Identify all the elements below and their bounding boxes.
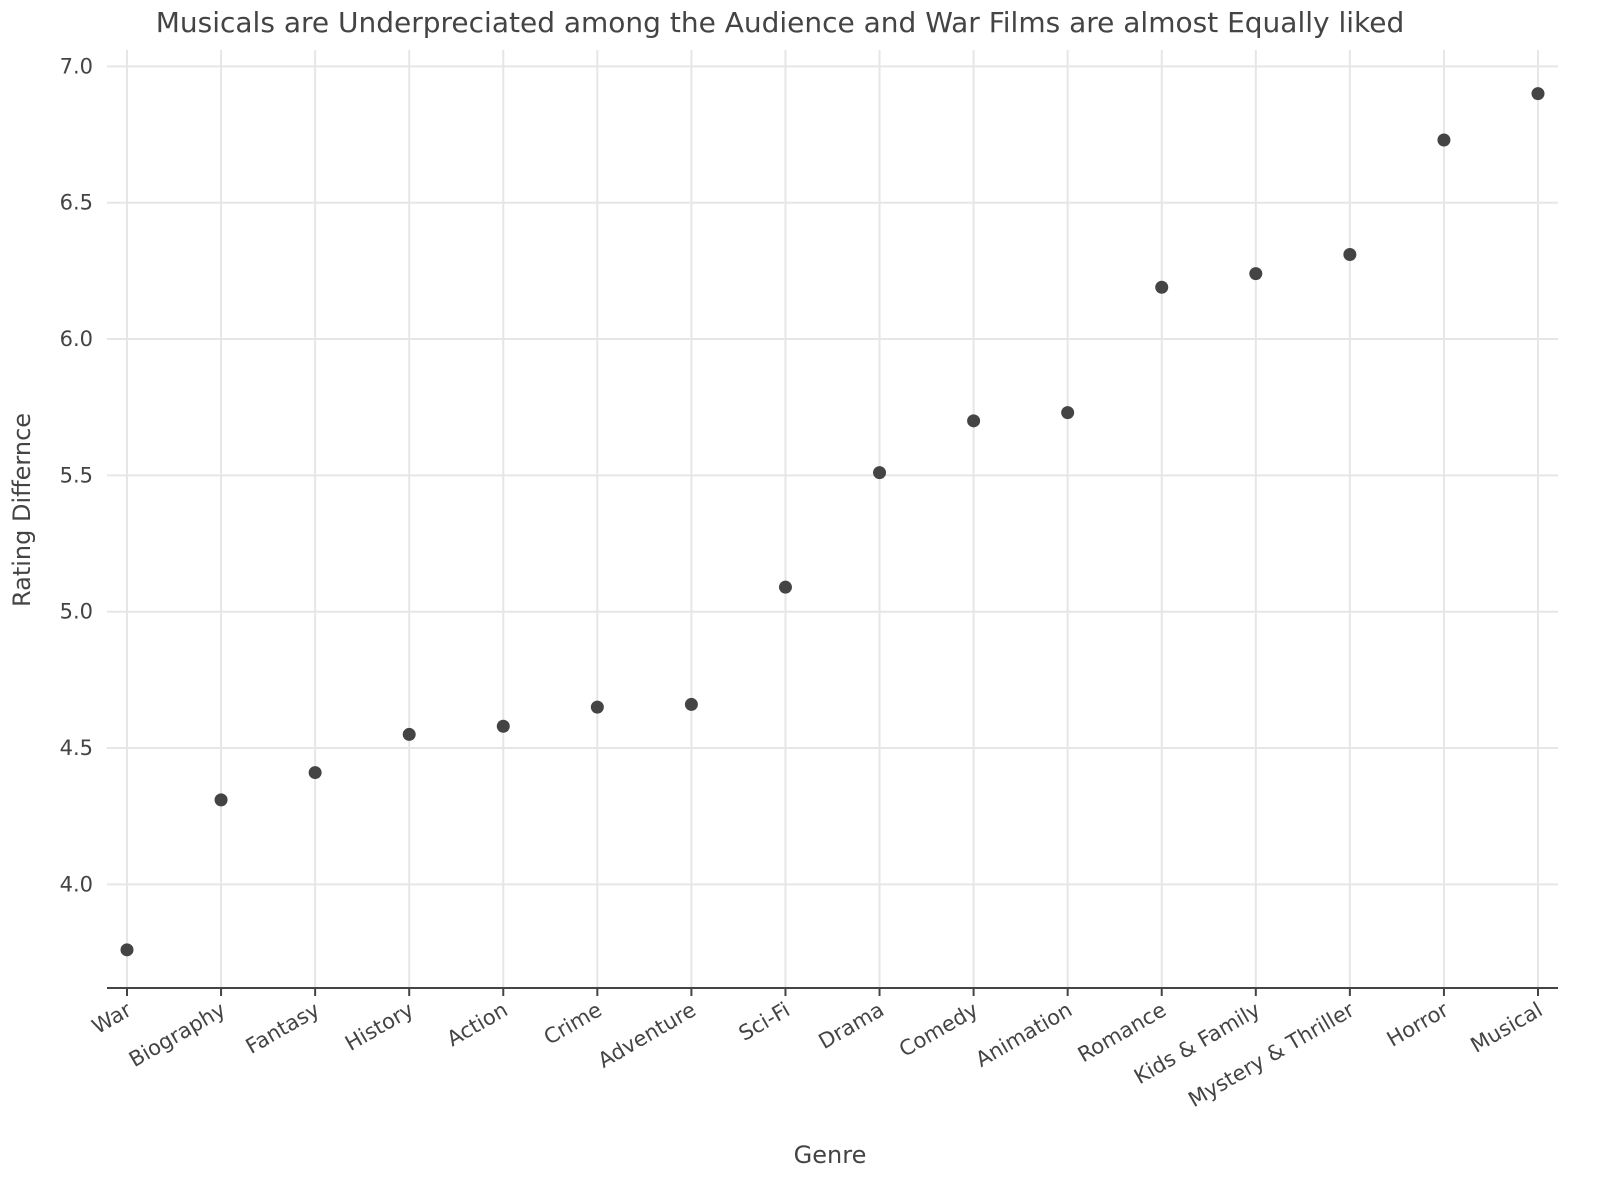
y-tick-label: 5.5 xyxy=(60,463,93,487)
data-point xyxy=(1437,133,1451,147)
y-tick-label: 4.5 xyxy=(60,736,93,760)
x-tick-label: Mystery & Thriller xyxy=(1184,997,1358,1112)
data-point xyxy=(214,793,228,807)
data-point xyxy=(1249,267,1263,281)
data-point xyxy=(1061,406,1075,420)
x-tick-label: Animation xyxy=(971,998,1076,1072)
x-axis-title: Genre xyxy=(794,1141,867,1169)
data-point xyxy=(1155,280,1169,294)
x-tick-label: Horror xyxy=(1383,997,1453,1051)
x-tick-label: Sci-Fi xyxy=(735,998,794,1046)
y-tick-label: 5.0 xyxy=(60,600,93,624)
grid xyxy=(107,50,1558,988)
data-point xyxy=(496,719,510,733)
x-tick-label: Action xyxy=(443,998,512,1052)
data-point xyxy=(778,580,792,594)
x-tick-label: Comedy xyxy=(895,998,982,1062)
data-point xyxy=(873,466,887,480)
x-tick-label: Drama xyxy=(815,998,888,1054)
data-point xyxy=(120,943,134,957)
x-tick-label: War xyxy=(88,997,136,1038)
data-point xyxy=(1531,87,1545,101)
y-axis-title: Rating Differnce xyxy=(8,413,36,607)
chart-title: Musicals are Underpreciated among the Au… xyxy=(156,6,1405,39)
y-tick-label: 4.0 xyxy=(60,872,93,896)
y-tick-label: 7.0 xyxy=(60,54,93,78)
data-point xyxy=(402,727,416,741)
x-tick-label: History xyxy=(341,998,418,1056)
y-tick-label: 6.0 xyxy=(60,327,93,351)
data-point xyxy=(684,697,698,711)
data-point xyxy=(1343,248,1357,262)
data-point xyxy=(967,414,981,428)
y-tick-label: 6.5 xyxy=(60,191,93,215)
x-tick-label: Fantasy xyxy=(242,998,324,1059)
data-point xyxy=(308,766,322,780)
x-tick-label: Biography xyxy=(125,998,230,1072)
data-points xyxy=(120,87,1545,957)
x-tick-label: Crime xyxy=(540,998,606,1050)
x-tick-label: Adventure xyxy=(594,998,700,1073)
data-point xyxy=(590,700,604,714)
x-tick-label: Musical xyxy=(1467,998,1547,1058)
